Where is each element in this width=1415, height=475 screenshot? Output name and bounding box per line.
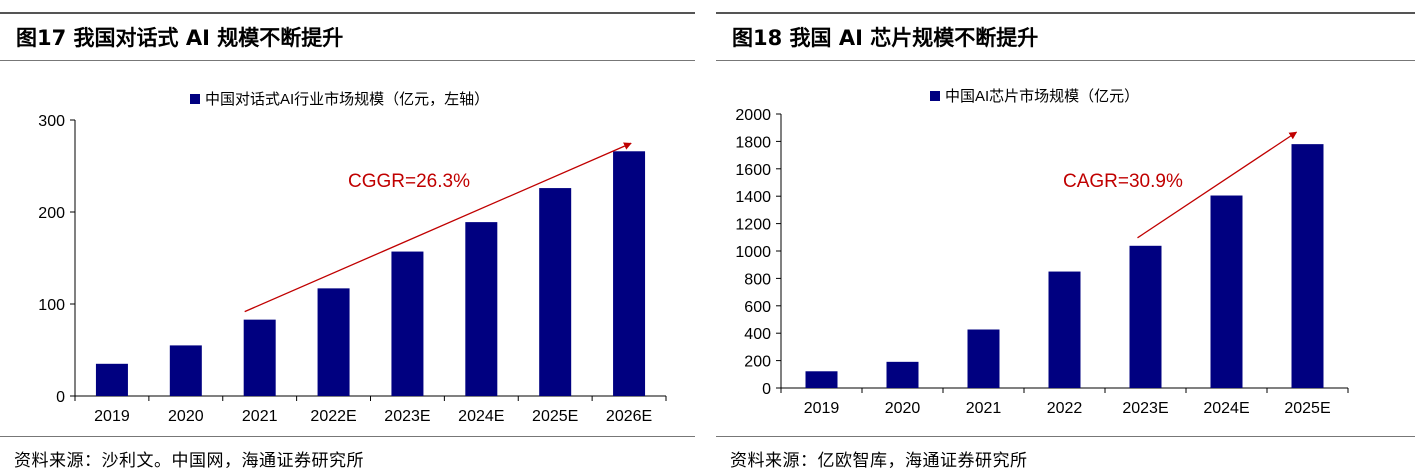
source-rule xyxy=(0,436,695,437)
x-tick-label: 2022 xyxy=(1047,400,1083,417)
legend-swatch xyxy=(930,91,940,101)
top-rule xyxy=(716,12,1415,14)
left-figure-panel: 图17 我国对话式 AI 规模不断提升 中国对话式AI行业市场规模（亿元，左轴）… xyxy=(0,0,695,475)
source-note: 资料来源：亿欧智库，海通证券研究所 xyxy=(730,451,1028,471)
source-rule xyxy=(716,436,1415,437)
bar xyxy=(95,363,128,396)
trend-arrow xyxy=(1137,131,1298,239)
x-tick-label: 2023E xyxy=(384,408,430,425)
legend-label: 中国对话式AI行业市场规模（亿元，左轴） xyxy=(205,91,489,108)
y-tick-label: 100 xyxy=(38,297,65,314)
bar xyxy=(613,151,646,396)
x-tick-label: 2019 xyxy=(94,408,130,425)
x-tick-label: 2024E xyxy=(1203,400,1249,417)
y-tick-label: 200 xyxy=(38,205,65,222)
trend-annotation: CAGR=30.9% xyxy=(1063,171,1183,192)
y-tick-label: 1400 xyxy=(735,189,771,206)
x-tick-label: 2026E xyxy=(606,408,652,425)
y-tick-label: 800 xyxy=(744,271,771,288)
figure-title: 图18 我国 AI 芯片规模不断提升 xyxy=(732,26,1039,50)
x-tick-label: 2021 xyxy=(242,408,278,425)
y-tick-label: 1000 xyxy=(735,244,771,261)
bar xyxy=(391,251,424,396)
bar xyxy=(465,222,498,396)
x-tick-label: 2024E xyxy=(458,408,504,425)
bar xyxy=(805,371,838,388)
y-tick-label: 1200 xyxy=(735,217,771,234)
bar xyxy=(1210,195,1243,388)
trend-annotation: CGGR=26.3% xyxy=(348,171,470,192)
x-tick-label: 2019 xyxy=(804,400,840,417)
x-tick-label: 2021 xyxy=(966,400,1002,417)
right-figure-panel: 图18 我国 AI 芯片规模不断提升 中国AI芯片市场规模（亿元） 0 200 400… xyxy=(716,0,1415,475)
y-tick-label: 300 xyxy=(38,113,65,130)
title-rule xyxy=(0,60,695,61)
x-tick-label: 2020 xyxy=(885,400,921,417)
x-tick-label: 2022E xyxy=(310,408,356,425)
bar xyxy=(169,345,202,396)
x-tick-label: 2023E xyxy=(1122,400,1168,417)
x-tick-label: 2020 xyxy=(168,408,204,425)
bar xyxy=(1129,245,1162,388)
figure-title: 图17 我国对话式 AI 规模不断提升 xyxy=(16,26,344,50)
legend-label: 中国AI芯片市场规模（亿元） xyxy=(945,88,1139,105)
bar xyxy=(1048,271,1081,388)
y-tick-label: 200 xyxy=(744,354,771,371)
y-tick-label: 1600 xyxy=(735,162,771,179)
ai-chip-market-chart: 中国AI芯片市场规模（亿元） 0 200 400 600 800 1000 1200 1400 1… xyxy=(735,88,1349,417)
dialogue-ai-market-chart: 中国对话式AI行业市场规模（亿元，左轴） 0 100 200 300 2019 2020 20… xyxy=(38,91,667,425)
trend-arrow xyxy=(244,142,632,313)
x-tick-label: 2025E xyxy=(1284,400,1330,417)
bar xyxy=(317,288,350,396)
title-rule xyxy=(716,60,1415,61)
y-tick-label: 0 xyxy=(762,381,771,398)
bar xyxy=(886,361,919,388)
top-rule xyxy=(0,12,695,14)
y-tick-label: 1800 xyxy=(735,134,771,151)
bar xyxy=(243,319,276,396)
source-note: 资料来源：沙利文。中国网，海通证券研究所 xyxy=(14,451,364,471)
y-tick-label: 0 xyxy=(56,389,65,406)
bar xyxy=(967,329,1000,388)
y-tick-label: 400 xyxy=(744,326,771,343)
x-tick-label: 2025E xyxy=(532,408,578,425)
bar xyxy=(539,188,572,396)
y-tick-label: 2000 xyxy=(735,107,771,124)
y-tick-label: 600 xyxy=(744,299,771,316)
legend-swatch xyxy=(190,94,200,104)
bar xyxy=(1291,144,1324,388)
